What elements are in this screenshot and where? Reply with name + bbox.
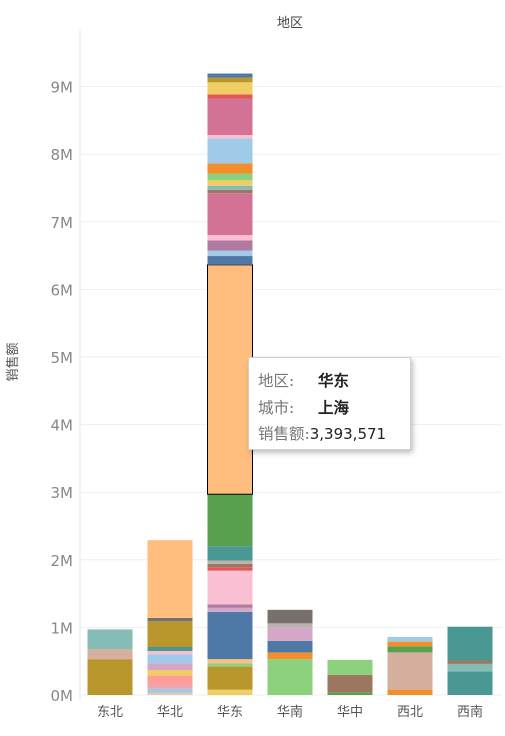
tooltip-city-value: 上海: [318, 398, 350, 417]
bar-segment: [147, 621, 193, 648]
y-tick-label: 5M: [51, 349, 74, 367]
tooltip-sales-row: 销售额:3,393,571: [258, 421, 410, 448]
bar-segment: [207, 173, 253, 181]
y-tick-label: 0M: [51, 687, 74, 705]
bar-segment: [207, 98, 253, 136]
x-category-label: 西南: [457, 704, 483, 720]
bar-segment: [207, 563, 253, 568]
bar-segment: [207, 138, 253, 164]
bar-segment: [207, 135, 253, 139]
bar-segment: [147, 647, 193, 652]
chart-title: 地区: [277, 16, 303, 31]
bar-segment: [207, 611, 253, 660]
y-tick-label: 7M: [51, 214, 74, 232]
tooltip-region-value: 华东: [318, 371, 350, 390]
hover-tooltip: 地区: 华东 城市: 上海 销售额:3,393,571: [248, 357, 411, 450]
bar-segment: [207, 256, 253, 265]
bar-segment: [387, 641, 433, 647]
y-tick-label: 1M: [51, 619, 74, 637]
bar-segment: [207, 235, 253, 241]
x-category-label: 华中: [337, 705, 363, 720]
bar-segment: [207, 494, 253, 547]
bar-segment: [147, 540, 193, 618]
y-tick-label: 8M: [51, 146, 74, 164]
bar-segment: [147, 685, 193, 689]
bar-segment: [207, 163, 253, 174]
bar-segment: [207, 94, 253, 99]
bar-segment: [147, 617, 193, 622]
bar-segment: [207, 180, 253, 186]
y-tick-label: 2M: [51, 552, 74, 570]
bar-segment: [207, 250, 253, 257]
y-tick-label: 4M: [51, 417, 74, 435]
bar-segment: [207, 663, 253, 667]
bar-segment: [207, 193, 253, 236]
bar-segment: [207, 659, 253, 664]
y-axis-ticks: 0M 1M 2M 3M 4M 5M 6M 7M 8M 9M: [51, 79, 74, 705]
bar-segment: [207, 560, 253, 564]
tooltip-region-row: 地区: 华东: [258, 367, 410, 394]
bar-segment: [147, 663, 193, 670]
x-category-label: 东北: [97, 705, 123, 720]
bar-segment: [147, 669, 193, 676]
bar-segment: [447, 626, 493, 661]
tooltip-sales-value: 3,393,571: [309, 425, 387, 443]
bar-segment: [267, 652, 313, 660]
bar-segment: [147, 688, 193, 693]
bar-segment: [207, 82, 253, 95]
bar-segment: [327, 692, 373, 695]
bar-segment: [207, 189, 253, 194]
tooltip-city-label: 城市:: [258, 399, 295, 417]
bar-segment: [447, 660, 493, 664]
y-tick-label: 6M: [51, 281, 74, 299]
x-category-label: 华东: [217, 705, 243, 720]
bar-segment: [267, 609, 313, 624]
bar-segment: [207, 73, 253, 78]
bar-segment: [207, 185, 253, 190]
bar-segment: [207, 570, 253, 605]
bar-segment: [387, 689, 433, 695]
bar-segment-highlighted: [207, 264, 253, 495]
tooltip-city-row: 城市: 上海: [258, 394, 410, 421]
x-category-label: 华南: [277, 704, 303, 720]
bar-segment: [327, 674, 373, 693]
bar-segment: [267, 623, 313, 628]
bar-segment: [327, 659, 373, 675]
bar-segment: [207, 567, 253, 571]
tooltip-sales-label: 销售额:: [258, 425, 310, 443]
y-tick-label: 9M: [51, 79, 74, 97]
bar-segment: [267, 640, 313, 653]
bar-segment: [87, 659, 133, 695]
bar-segment: [387, 636, 433, 642]
bars: [87, 73, 493, 695]
bar-segment: [207, 240, 253, 251]
bar-segment: [387, 646, 433, 653]
bar-segment: [207, 77, 253, 83]
bar-segment: [207, 689, 253, 695]
x-category-label: 西北: [397, 705, 423, 720]
bar-segment: [447, 663, 493, 672]
bar-segment: [387, 652, 433, 690]
bar-segment: [207, 607, 253, 612]
bar-segment: [87, 629, 133, 650]
bar-segment: [267, 659, 313, 695]
tooltip-region-label: 地区:: [258, 372, 295, 390]
bar-segment: [207, 546, 253, 561]
x-category-label: 华北: [157, 705, 183, 720]
bar-segment: [447, 671, 493, 695]
x-axis-categories: 东北 华北 华东 华南 华中 西北 西南: [97, 704, 483, 720]
bar-segment: [147, 692, 193, 695]
y-tick-label: 3M: [51, 484, 74, 502]
bar-segment: [147, 675, 193, 686]
bar-segment: [87, 649, 133, 660]
bar-segment: [147, 651, 193, 655]
bar-segment: [207, 604, 253, 608]
bar-segment: [147, 654, 193, 664]
y-axis-label: 销售额: [5, 342, 21, 381]
bar-segment: [267, 627, 313, 641]
bar-segment: [207, 666, 253, 690]
